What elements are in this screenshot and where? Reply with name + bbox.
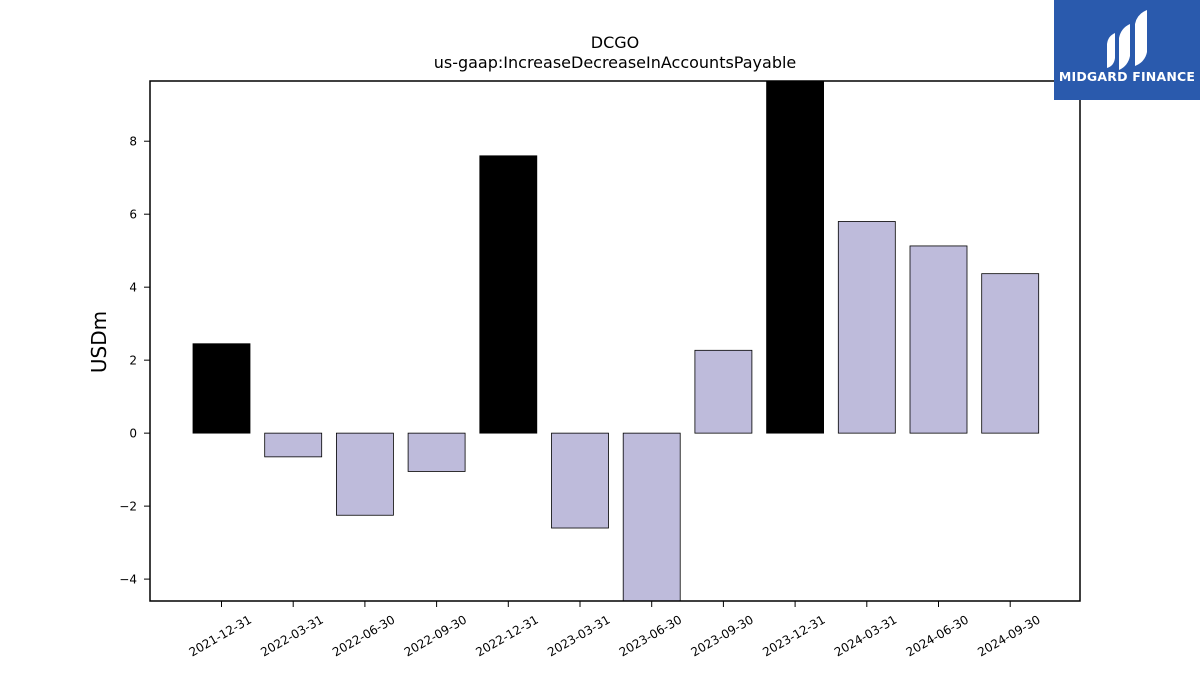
bar-2023-09-30: [694, 349, 753, 434]
y-tick-label: 6: [129, 208, 137, 222]
bar-2022-12-31: [479, 155, 538, 434]
x-axis: 2021-12-31 2022-03-31 2022-06-30 2022-09-30…: [187, 601, 1043, 659]
x-tick-label: 2023-03-31: [545, 612, 612, 659]
logo-mark-icon: [1107, 10, 1147, 70]
midgard-finance-logo: MIDGARD FINANCE: [1054, 0, 1200, 100]
y-axis: −4 −2 0 2 4 6 8: [119, 135, 150, 587]
y-tick-label: 2: [129, 354, 137, 368]
x-tick-label: 2022-12-31: [473, 612, 540, 659]
chart-subtitle: us-gaap:IncreaseDecreaseInAccountsPayabl…: [434, 53, 797, 72]
x-tick-label: 2024-06-30: [904, 612, 971, 659]
bars-group: [192, 80, 1040, 602]
bar-2021-12-31: [192, 343, 251, 434]
y-tick-label: 4: [129, 281, 137, 295]
bar-2023-06-30: [622, 432, 681, 602]
chart-title: DCGO: [591, 33, 639, 52]
x-tick-label: 2022-03-31: [258, 612, 325, 659]
x-tick-label: 2023-12-31: [760, 612, 827, 659]
bar-2024-06-30: [909, 245, 968, 434]
bar-2022-09-30: [407, 432, 466, 472]
bar-2022-03-31: [264, 432, 323, 458]
x-tick-label: 2023-06-30: [617, 612, 684, 659]
logo-text: MIDGARD FINANCE: [1059, 69, 1195, 84]
plot-frame: [149, 80, 1081, 602]
bar-2023-03-31: [551, 432, 609, 529]
y-tick-label: 0: [129, 427, 137, 441]
y-axis-label: USDm: [87, 311, 111, 373]
y-tick-label: −2: [119, 500, 137, 514]
x-tick-label: 2023-09-30: [688, 612, 755, 659]
bar-2022-06-30: [335, 432, 394, 516]
y-tick-label: −4: [119, 573, 137, 587]
x-tick-label: 2024-09-30: [975, 612, 1042, 659]
x-tick-label: 2022-09-30: [402, 612, 469, 659]
x-tick-label: 2024-03-31: [832, 612, 899, 659]
x-tick-label: 2022-06-30: [330, 612, 397, 659]
bar-2024-03-31: [837, 221, 896, 434]
x-tick-label: 2021-12-31: [187, 612, 254, 659]
y-tick-label: 8: [129, 135, 137, 149]
bar-2023-12-31: [766, 80, 824, 434]
bar-2024-09-30: [981, 273, 1040, 434]
